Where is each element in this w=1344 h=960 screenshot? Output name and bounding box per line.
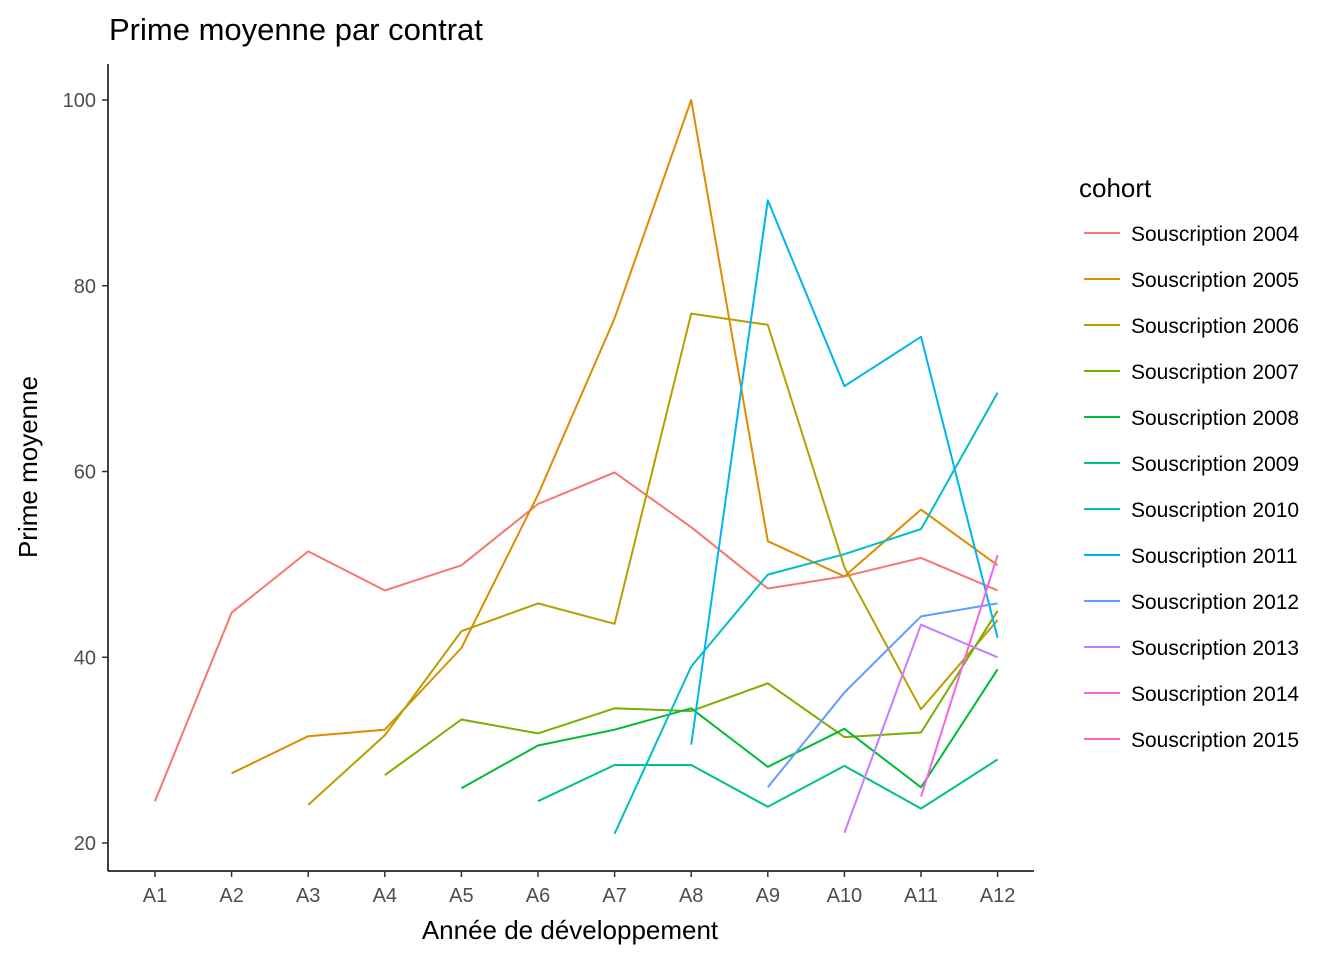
legend-item: Souscription 2004	[1084, 223, 1299, 246]
legend-label: Souscription 2007	[1131, 361, 1299, 384]
x-tick-label: A2	[219, 885, 243, 907]
legend-item: Souscription 2008	[1084, 407, 1299, 430]
legend-label: Souscription 2012	[1131, 591, 1299, 614]
legend-label: Souscription 2008	[1131, 407, 1299, 430]
legend-item: Souscription 2013	[1084, 637, 1299, 660]
x-tick-label: A12	[980, 885, 1016, 907]
x-tick-label: A8	[679, 885, 703, 907]
y-tick-label: 100	[63, 90, 96, 112]
series-line-souscription-2012	[767, 602, 998, 788]
x-tick-label: A3	[296, 885, 320, 907]
x-tick-label: A1	[143, 885, 167, 907]
x-axis-title: Année de développement	[422, 915, 719, 945]
legend-item: Souscription 2014	[1084, 683, 1299, 706]
series-line-souscription-2014	[920, 554, 999, 797]
series-line-souscription-2013	[843, 623, 998, 834]
legend-item: Souscription 2015	[1084, 729, 1299, 752]
legend-label: Souscription 2014	[1131, 683, 1299, 706]
legend-title: cohort	[1079, 173, 1152, 203]
legend-item: Souscription 2012	[1084, 591, 1299, 614]
legend-items: Souscription 2004 Souscription 2005 Souscr…	[1084, 223, 1299, 752]
plot-area: 20 40 60 80 100 A1 A2 A3 A4 A5 A6 A7 A8 A9 A10 A11 A12	[63, 64, 1034, 907]
x-tick-label: A7	[602, 885, 626, 907]
legend-item: Souscription 2005	[1084, 269, 1299, 292]
y-tick-label: 40	[74, 647, 96, 669]
series-line-souscription-2011	[690, 199, 999, 745]
legend-label: Souscription 2013	[1131, 637, 1299, 660]
x-tick-label: A5	[449, 885, 473, 907]
chart-title: Prime moyenne par contrat	[109, 12, 483, 47]
x-axis-ticks: A1 A2 A3 A4 A5 A6 A7 A8 A9 A10 A11 A12	[143, 871, 1016, 907]
legend-item: Souscription 2006	[1084, 315, 1299, 338]
legend-label: Souscription 2005	[1131, 269, 1299, 292]
series-line-souscription-2007	[384, 610, 999, 777]
x-tick-label: A9	[756, 885, 780, 907]
series-line-souscription-2010	[613, 392, 999, 835]
legend-item: Souscription 2007	[1084, 361, 1299, 384]
y-tick-label: 80	[74, 276, 96, 298]
legend-label: Souscription 2011	[1131, 545, 1298, 568]
series-line-souscription-2004	[154, 471, 998, 802]
legend-label: Souscription 2009	[1131, 453, 1299, 476]
series-line-souscription-2009	[537, 758, 999, 810]
x-tick-label: A6	[526, 885, 550, 907]
legend-label: Souscription 2006	[1131, 315, 1299, 338]
series-line-souscription-2006	[307, 312, 999, 806]
x-tick-label: A4	[373, 885, 397, 907]
legend-item: Souscription 2010	[1084, 499, 1299, 522]
y-tick-label: 60	[74, 462, 96, 484]
x-tick-label: A10	[827, 885, 863, 907]
legend-label: Souscription 2015	[1131, 729, 1299, 752]
y-axis-title: Prime moyenne	[13, 376, 43, 558]
x-tick-label: A11	[904, 885, 938, 907]
legend-item: Souscription 2011	[1084, 545, 1298, 568]
series-line-souscription-2005	[231, 99, 999, 775]
legend-item: Souscription 2009	[1084, 453, 1299, 476]
y-tick-label: 20	[74, 833, 96, 855]
series-line-souscription-2008	[460, 668, 999, 790]
legend-label: Souscription 2004	[1131, 223, 1299, 246]
series-layer	[154, 99, 999, 835]
y-axis-ticks: 20 40 60 80 100	[63, 90, 108, 855]
legend-label: Souscription 2010	[1131, 499, 1299, 522]
